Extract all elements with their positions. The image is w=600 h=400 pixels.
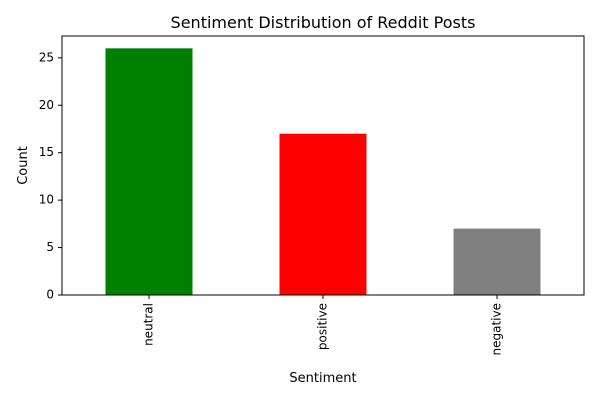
x-axis-label: Sentiment bbox=[289, 371, 356, 386]
x-tick-label: positive bbox=[316, 303, 330, 350]
bar-positive bbox=[279, 133, 367, 295]
bar-negative bbox=[453, 228, 541, 295]
y-tick-label: 25 bbox=[39, 50, 54, 64]
y-tick-label: 0 bbox=[46, 288, 54, 302]
x-tick-label: neutral bbox=[142, 303, 156, 346]
plot-frame bbox=[61, 35, 585, 296]
y-axis-label: Count bbox=[16, 146, 31, 185]
y-tick-label: 10 bbox=[39, 193, 54, 207]
bar-neutral bbox=[105, 48, 193, 296]
y-tick-label: 5 bbox=[46, 240, 54, 254]
x-tick-label: negative bbox=[490, 303, 504, 355]
plot-area: neutral positive negative 0 5 10 15 20 25 bbox=[39, 35, 585, 355]
y-tick-label: 20 bbox=[39, 98, 54, 112]
chart-title: Sentiment Distribution of Reddit Posts bbox=[171, 13, 476, 32]
y-tick-label: 15 bbox=[39, 145, 54, 159]
